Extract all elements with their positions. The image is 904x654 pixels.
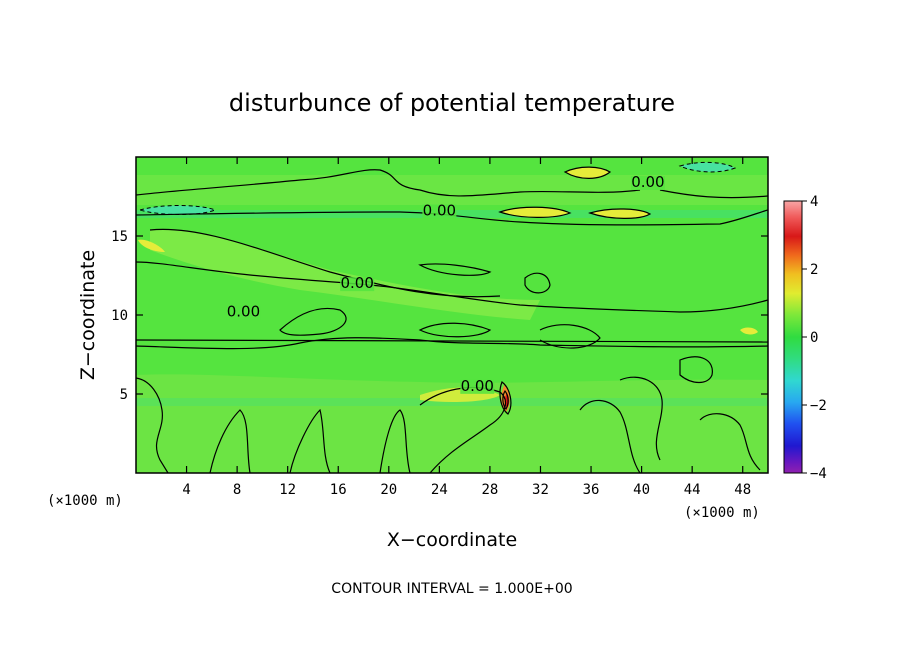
x-tick-label: 24 (431, 482, 448, 498)
y-tick-label: 5 (120, 387, 128, 403)
contour-label-bg (460, 379, 495, 394)
x-axis-origin-unit: (×1000 m) (47, 493, 123, 509)
field-cool-cell-1 (140, 205, 215, 215)
chart-title: disturbunce of potential temperature (229, 89, 675, 117)
contour-label: 0.00 (631, 173, 664, 191)
colorbar-tick-label: −4 (810, 466, 827, 482)
colorbar-tick-label: −2 (810, 398, 827, 414)
x-tick-label: 32 (532, 482, 549, 498)
y-axis-ticks (136, 235, 768, 395)
field-warm-streak (150, 229, 540, 320)
contour-interval-note: CONTOUR INTERVAL = 1.000E+00 (331, 581, 572, 597)
field-lower-layer (136, 374, 768, 473)
colorbar-tick-labels: 4 2 0 −2 −4 (810, 194, 827, 482)
x-axis-label: X−coordinate (387, 529, 517, 551)
y-axis-tick-labels: 5 10 15 (111, 229, 128, 403)
x-tick-label: 20 (380, 482, 397, 498)
contour-label: 0.00 (461, 377, 494, 395)
x-axis-tick-labels: 4 8 12 16 20 24 28 32 36 40 44 48 (182, 482, 751, 498)
y-tick-label: 15 (111, 229, 128, 245)
x-tick-label: 8 (233, 482, 241, 498)
x-axis-ticks (185, 157, 744, 473)
field-cool-cell-2 (680, 162, 735, 172)
contour-label-bg (226, 305, 261, 320)
colorbar-ticks (802, 200, 807, 474)
field-warm-cell-4 (138, 239, 165, 252)
field-warm-cell-5 (740, 327, 758, 335)
plot-area: 0.00 0.00 0.00 0.00 0.00 (136, 157, 768, 473)
colorbar-tick-label: 2 (810, 262, 818, 278)
x-axis-unit: (×1000 m) (684, 505, 760, 521)
y-axis-label: Z−coordinate (77, 250, 99, 380)
x-tick-label: 36 (583, 482, 600, 498)
colorbar-tick-label: 0 (810, 330, 818, 346)
colorbar-tick-label: 4 (810, 194, 818, 210)
field-band-upper (136, 175, 768, 205)
contour-lines (136, 166, 768, 473)
contour-lines-negative (138, 161, 737, 215)
contour-label: 0.00 (227, 303, 260, 321)
contour-label-layer: 0.00 0.00 0.00 0.00 0.00 (226, 173, 665, 395)
x-tick-label: 12 (279, 482, 296, 498)
x-tick-label: 48 (734, 482, 751, 498)
x-tick-label: 4 (182, 482, 190, 498)
x-tick-label: 44 (684, 482, 701, 498)
x-tick-label: 16 (330, 482, 347, 498)
colorbar: 4 2 0 −2 −4 (783, 194, 827, 482)
x-tick-label: 28 (481, 482, 498, 498)
contour-label: 0.00 (423, 201, 456, 219)
y-tick-label: 10 (111, 308, 128, 324)
x-tick-label: 40 (633, 482, 650, 498)
contour-label-bg (422, 204, 457, 219)
contour-label-bg (630, 176, 665, 191)
colorbar-gradient (783, 200, 803, 474)
contour-label-bg (340, 277, 375, 292)
contour-label: 0.00 (340, 274, 373, 292)
field-warm-cell-2 (500, 207, 570, 218)
field-warm-cell-3 (590, 208, 650, 219)
field-warm-cell-1 (565, 167, 610, 179)
